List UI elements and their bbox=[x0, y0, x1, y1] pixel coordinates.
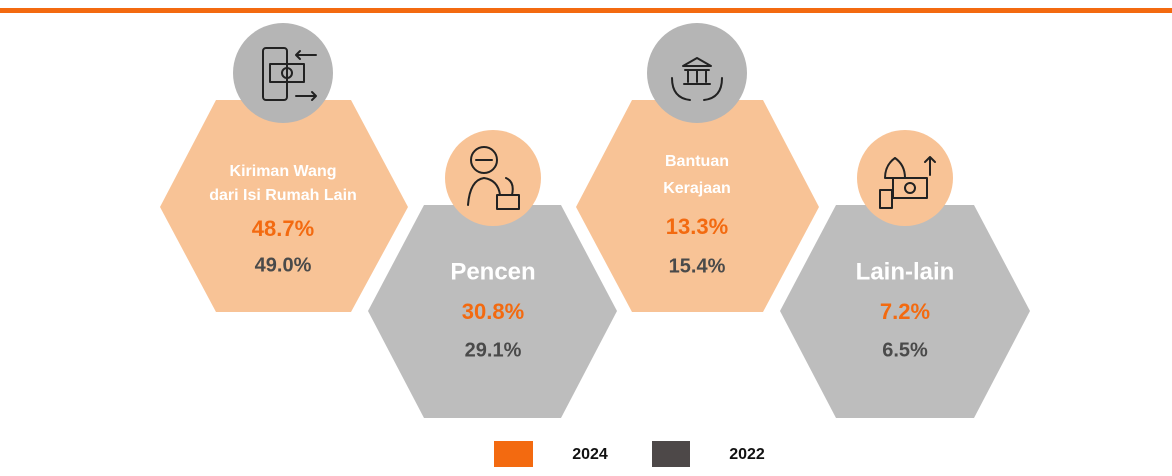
top-bar bbox=[0, 8, 1172, 13]
hexagon bbox=[160, 100, 408, 312]
legend-swatch bbox=[652, 441, 690, 467]
value-2024: 30.8% bbox=[462, 299, 524, 324]
category-label: Lain-lain bbox=[856, 258, 955, 285]
legend-swatch bbox=[494, 441, 533, 467]
category-label: dari Isi Rumah Lain bbox=[209, 187, 357, 204]
value-2024: 48.7% bbox=[252, 216, 314, 241]
legend-label: 2024 bbox=[572, 446, 608, 463]
value-2022: 6.5% bbox=[882, 339, 928, 361]
legend-label: 2022 bbox=[729, 446, 765, 463]
category-label: Kiriman Wang bbox=[230, 163, 337, 180]
value-2024: 7.2% bbox=[880, 299, 930, 324]
category-label: Pencen bbox=[450, 258, 535, 285]
icon-circle bbox=[445, 130, 541, 226]
value-2024: 13.3% bbox=[666, 214, 728, 239]
value-2022: 15.4% bbox=[669, 255, 726, 277]
hexagon bbox=[576, 100, 819, 312]
infographic: Kiriman Wang dari Isi Rumah Lain 48.7% 4… bbox=[0, 0, 1172, 476]
category-label: Bantuan bbox=[665, 153, 729, 170]
category-label: Kerajaan bbox=[663, 180, 731, 197]
value-2022: 49.0% bbox=[255, 254, 312, 276]
value-2022: 29.1% bbox=[465, 339, 522, 361]
